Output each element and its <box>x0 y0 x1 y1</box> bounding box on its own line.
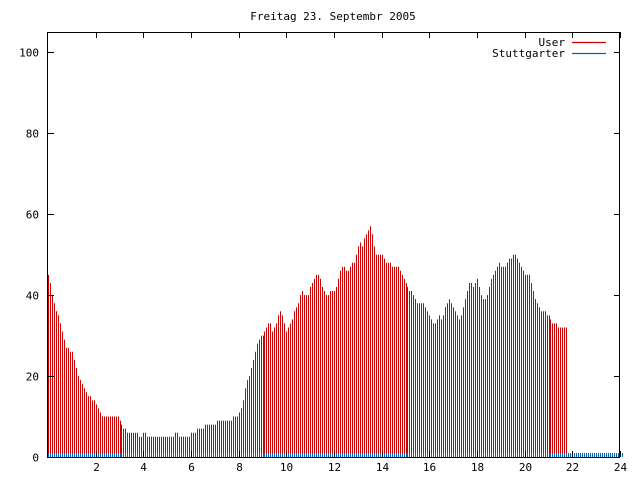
legend: User Stuttgarter <box>492 36 606 60</box>
x-tick-label: 16 <box>423 461 436 474</box>
y-tick-label: 80 <box>26 128 39 141</box>
x-tick-label: 2 <box>93 461 100 474</box>
x-tick-label: 8 <box>236 461 243 474</box>
x-tick-label: 14 <box>376 461 390 474</box>
x-tick-label: 10 <box>280 461 293 474</box>
y-axis: 0 20 40 60 80 100 <box>19 47 620 465</box>
x-tick-label: 24 <box>614 461 628 474</box>
y-tick-label: 40 <box>26 290 39 303</box>
x-tick-label: 18 <box>471 461 484 474</box>
x-tick-label: 20 <box>519 461 532 474</box>
y-tick-label: 20 <box>26 371 39 384</box>
x-tick-label: 22 <box>566 461 579 474</box>
x-axis: 2 4 6 8 10 12 14 16 18 20 22 24 <box>93 32 627 474</box>
user-series <box>48 226 567 457</box>
y-tick-label: 100 <box>19 47 39 60</box>
plot-frame <box>47 32 620 458</box>
x-tick-label: 6 <box>188 461 195 474</box>
chart-title: Freitag 23. Septembr 2005 <box>250 10 416 23</box>
x-tick-label: 4 <box>140 461 147 474</box>
y-tick-label: 60 <box>26 209 39 222</box>
x-tick-label: 12 <box>328 461 341 474</box>
stuttgarter-series <box>48 452 623 457</box>
legend-user-label: User <box>539 36 566 49</box>
legend-stuttgarter-label: Stuttgarter <box>492 47 565 60</box>
y-tick-label: 0 <box>32 452 39 465</box>
